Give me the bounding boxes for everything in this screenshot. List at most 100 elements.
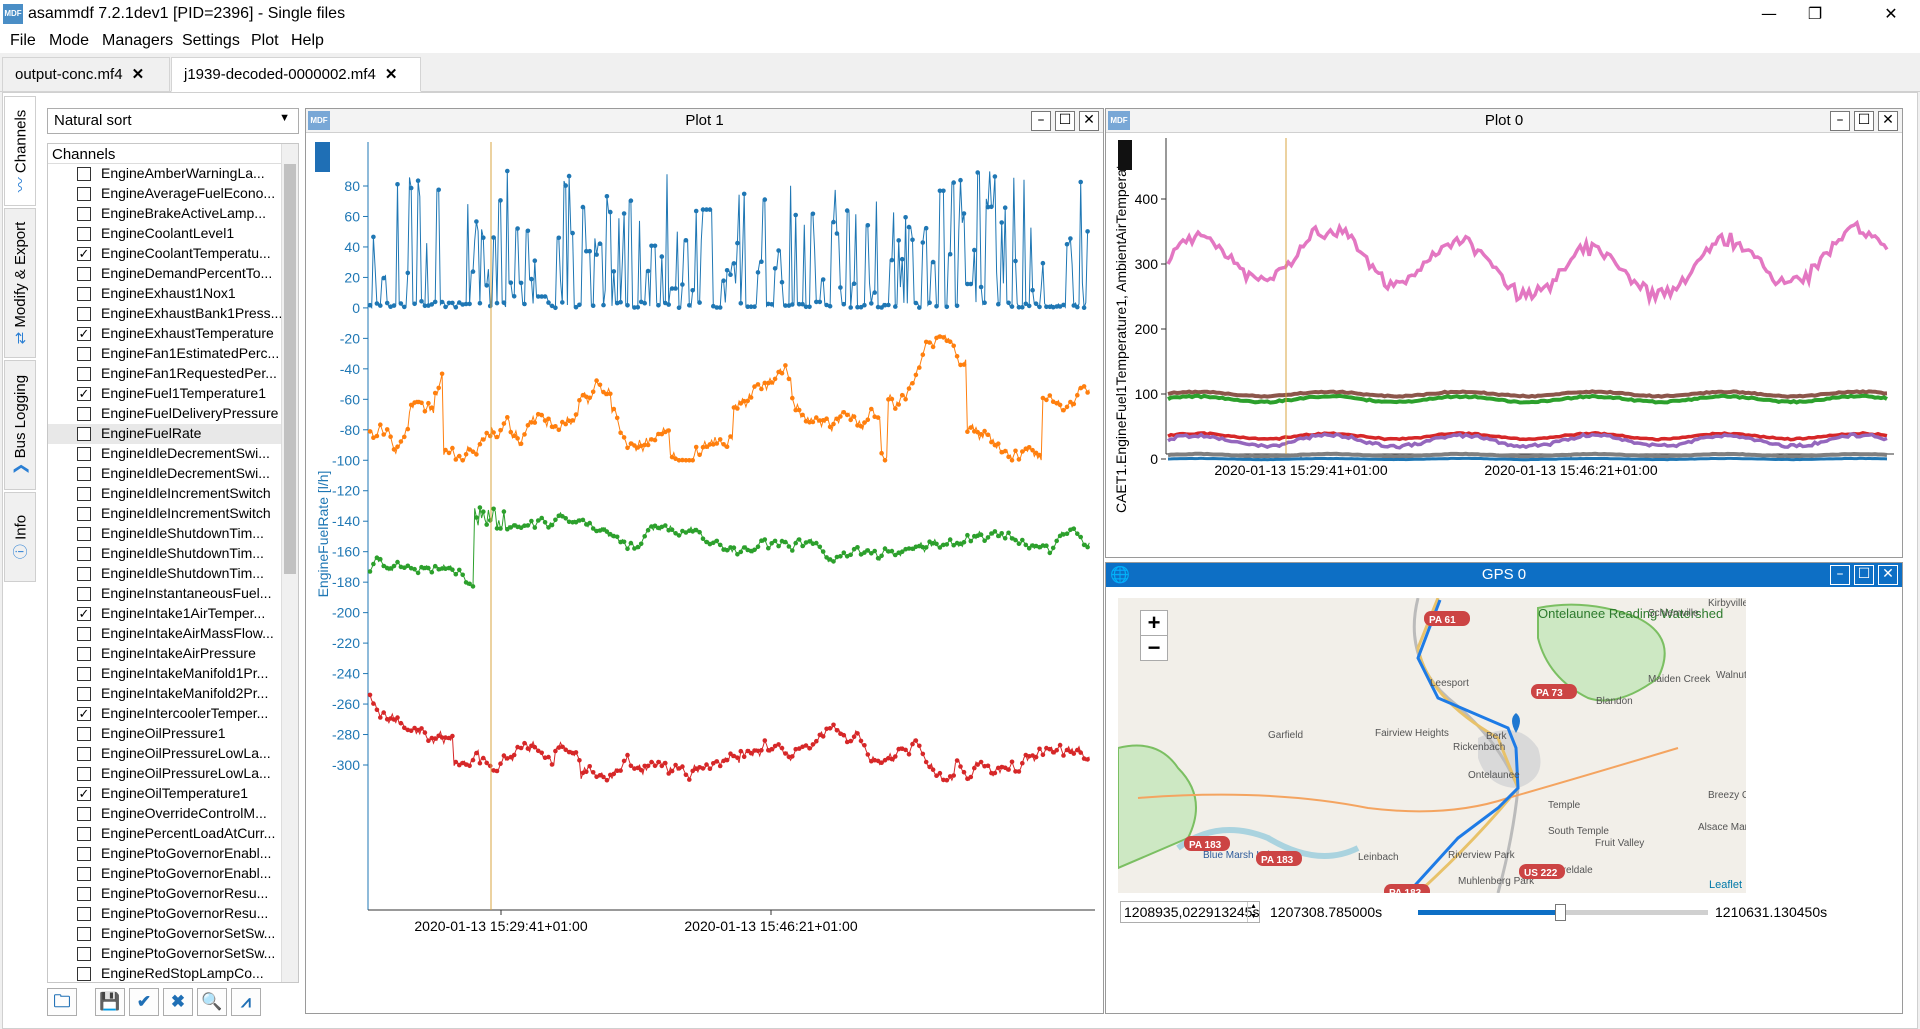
side-tab-channels[interactable]: 〰 Channels <box>4 96 36 206</box>
channel-checkbox[interactable] <box>77 527 91 541</box>
minimize-icon[interactable]: – <box>1830 111 1850 131</box>
channel-row[interactable]: EngineExhaust1Nox1 <box>48 284 298 304</box>
channel-checkbox[interactable] <box>77 727 91 741</box>
minimize-icon[interactable]: – <box>1830 565 1850 585</box>
channel-checkbox[interactable]: ✓ <box>77 326 91 341</box>
channel-row[interactable]: EngineOverrideControlM... <box>48 804 298 824</box>
channel-checkbox[interactable] <box>77 807 91 821</box>
channel-checkbox[interactable]: ✓ <box>77 706 91 721</box>
maximize-icon[interactable]: ☐ <box>1854 111 1874 131</box>
slider-handle[interactable] <box>1555 904 1567 921</box>
menu-plot[interactable]: Plot <box>251 32 279 49</box>
channel-row[interactable]: EngineIdleIncrementSwitch <box>48 504 298 524</box>
channel-checkbox[interactable]: ✓ <box>77 606 91 621</box>
channel-checkbox[interactable] <box>77 967 91 981</box>
channel-scrollbar[interactable] <box>281 144 298 982</box>
file-tab-j1939[interactable]: j1939-decoded-0000002.mf4 ✕ <box>171 57 421 92</box>
channel-row[interactable]: EnginePtoGovernorEnabl... <box>48 864 298 884</box>
close-tab-icon[interactable]: ✕ <box>384 66 398 83</box>
maximize-icon[interactable]: ☐ <box>1854 565 1874 585</box>
channel-row[interactable]: EngineIdleShutdownTim... <box>48 544 298 564</box>
channel-row[interactable]: EngineCoolantLevel1 <box>48 224 298 244</box>
channel-row[interactable]: ✓ EngineCoolantTemperatu... <box>48 244 298 264</box>
map[interactable]: Ontelaunee Reading Watershed Leesport Blan… <box>1118 598 1746 893</box>
channel-row[interactable]: EngineIdleIncrementSwitch <box>48 484 298 504</box>
channel-checkbox[interactable] <box>77 287 91 301</box>
channel-row[interactable]: ✓ EngineIntercoolerTemper... <box>48 704 298 724</box>
channel-row[interactable]: EngineIdleDecrementSwi... <box>48 444 298 464</box>
save-button[interactable]: 💾 <box>95 988 125 1016</box>
channel-row[interactable]: EngineFan1EstimatedPerc... <box>48 344 298 364</box>
channel-checkbox[interactable] <box>77 667 91 681</box>
channel-checkbox[interactable]: ✓ <box>77 246 91 261</box>
map-tiles[interactable]: Ontelaunee Reading Watershed Leesport Blan… <box>1118 598 1746 893</box>
restore-window-button[interactable]: ❐ <box>1807 4 1823 23</box>
close-icon[interactable]: ✕ <box>1079 111 1099 131</box>
channel-checkbox[interactable] <box>77 447 91 461</box>
side-tab-bus-logging[interactable]: ❯ Bus Logging <box>4 360 36 490</box>
add-remove-icon[interactable] <box>1118 140 1132 170</box>
plot-button[interactable]: ⩘ <box>231 988 261 1016</box>
channel-tree[interactable]: Channels EngineAmberWarningLa... EngineAv… <box>47 143 299 983</box>
channel-row[interactable]: EngineAverageFuelEcono... <box>48 184 298 204</box>
channel-checkbox[interactable] <box>77 687 91 701</box>
channel-row[interactable]: EnginePtoGovernorEnabl... <box>48 844 298 864</box>
channel-checkbox[interactable] <box>77 767 91 781</box>
channel-row[interactable]: EngineIdleShutdownTim... <box>48 524 298 544</box>
scrollbar-thumb[interactable] <box>284 164 296 574</box>
channel-checkbox[interactable] <box>77 227 91 241</box>
minimize-window-button[interactable]: — <box>1761 4 1777 23</box>
map-marker-icon[interactable] <box>1512 713 1520 733</box>
channel-checkbox[interactable] <box>77 747 91 761</box>
channel-checkbox[interactable] <box>77 347 91 361</box>
timestamp-slider[interactable] <box>1418 904 1708 921</box>
channel-row[interactable]: EnginePtoGovernorSetSw... <box>48 944 298 964</box>
channel-checkbox[interactable] <box>77 367 91 381</box>
minimize-icon[interactable]: – <box>1031 111 1051 131</box>
channel-row[interactable]: EngineIntakeAirPressure <box>48 644 298 664</box>
zoom-out-button[interactable]: − <box>1140 635 1168 661</box>
channel-checkbox[interactable] <box>77 207 91 221</box>
menu-settings[interactable]: Settings <box>182 32 240 49</box>
channel-row[interactable]: EngineIntakeManifold1Pr... <box>48 664 298 684</box>
file-tab-output-conc[interactable]: output-conc.mf4 ✕ <box>2 57 170 92</box>
close-window-button[interactable]: ✕ <box>1884 4 1898 23</box>
channel-checkbox[interactable] <box>77 187 91 201</box>
channel-checkbox[interactable] <box>77 867 91 881</box>
menu-file[interactable]: File <box>10 32 36 49</box>
channel-row[interactable]: ✓ EngineFuel1Temperature1 <box>48 384 298 404</box>
menu-managers[interactable]: Managers <box>102 32 174 49</box>
channel-row[interactable]: EngineIdleDecrementSwi... <box>48 464 298 484</box>
channel-row[interactable]: EngineFuelRate <box>48 424 298 444</box>
channel-row[interactable]: ✓ EngineExhaustTemperature <box>48 324 298 344</box>
channel-checkbox[interactable] <box>77 947 91 961</box>
plot0-area[interactable]: 400 300 200 100 0 CAET1.EngineFuel1Temperatur… <box>1106 134 1902 557</box>
add-remove-icon[interactable] <box>315 142 330 172</box>
spin-arrows-icon[interactable]: ▲ ▼ <box>1247 902 1259 922</box>
channel-checkbox[interactable] <box>77 927 91 941</box>
channel-row[interactable]: EngineIntakeManifold2Pr... <box>48 684 298 704</box>
channel-row[interactable]: EngineInstantaneousFuel... <box>48 584 298 604</box>
timestamp-spinbox[interactable]: 1208935,022913245s ▲ ▼ <box>1120 901 1260 923</box>
channel-checkbox[interactable] <box>77 567 91 581</box>
channel-row[interactable]: EngineIdleShutdownTim... <box>48 564 298 584</box>
channel-row[interactable]: ✓ EngineIntake1AirTemper... <box>48 604 298 624</box>
channel-row[interactable]: EngineAmberWarningLa... <box>48 164 298 184</box>
channel-checkbox[interactable] <box>77 827 91 841</box>
channel-row[interactable]: EngineDemandPercentTo... <box>48 264 298 284</box>
channel-row[interactable]: ✓ EngineOilTemperature1 <box>48 784 298 804</box>
channel-checkbox[interactable] <box>77 267 91 281</box>
channel-checkbox[interactable] <box>77 487 91 501</box>
channel-row[interactable]: EnginePtoGovernorSetSw... <box>48 924 298 944</box>
channel-checkbox[interactable] <box>77 627 91 641</box>
channel-row[interactable]: EngineBrakeActiveLamp... <box>48 204 298 224</box>
plot1-area[interactable]: 80 60 40 20 0 -20 -40 -60 -80 -100 -120 -140 -160 -18… <box>306 134 1103 1013</box>
menu-help[interactable]: Help <box>291 32 324 49</box>
channel-row[interactable]: EngineOilPressureLowLa... <box>48 764 298 784</box>
channel-checkbox[interactable] <box>77 407 91 421</box>
channel-row[interactable]: EngineFuelDeliveryPressure <box>48 404 298 424</box>
close-icon[interactable]: ✕ <box>1878 111 1898 131</box>
channel-row[interactable]: EnginePercentLoadAtCurr... <box>48 824 298 844</box>
sort-select[interactable]: Natural sort ▼ <box>47 108 299 134</box>
channel-row[interactable]: EngineExhaustBank1Press... <box>48 304 298 324</box>
